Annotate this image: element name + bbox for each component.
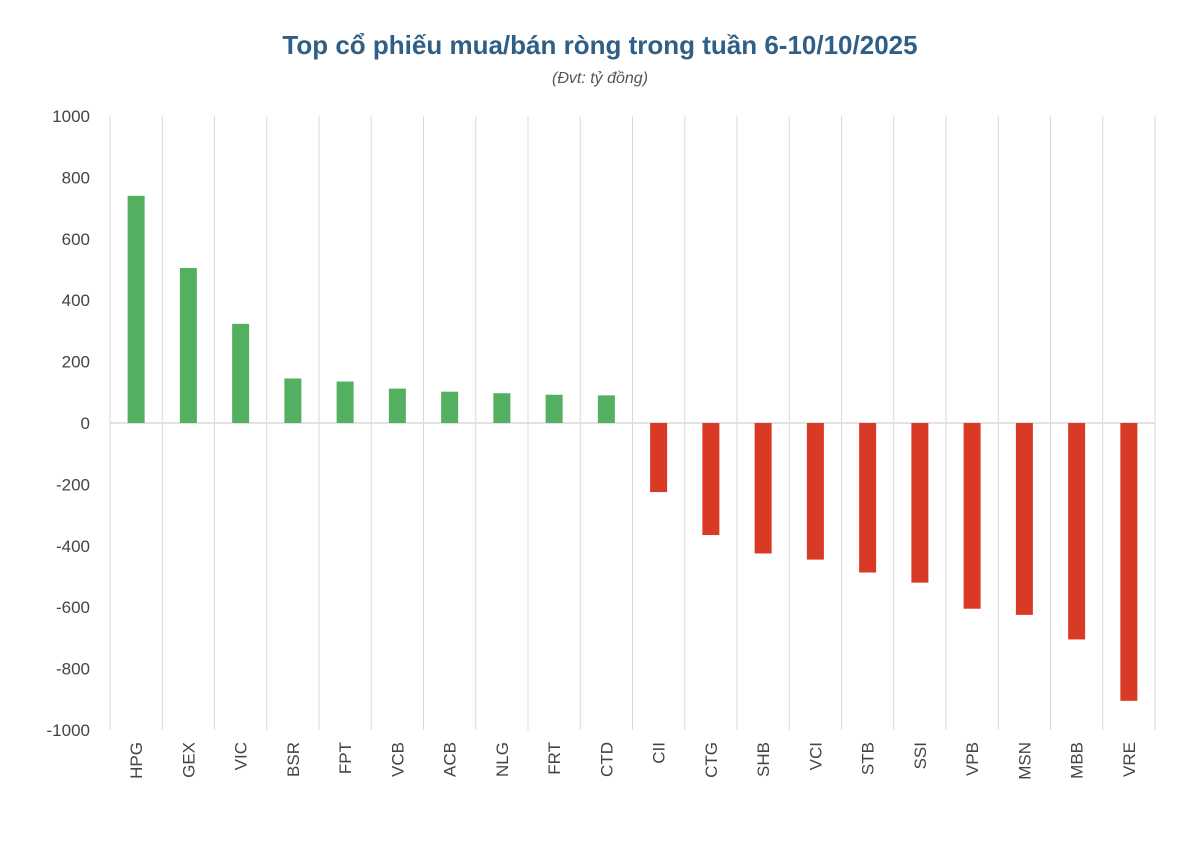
x-tick-label: GEX xyxy=(179,742,198,778)
x-tick-label: STB xyxy=(859,742,878,775)
bar-vre xyxy=(1120,423,1138,701)
y-tick-label: 0 xyxy=(81,414,90,433)
bar-mbb xyxy=(1068,423,1086,640)
bar-vci xyxy=(806,423,824,560)
y-tick-label: 800 xyxy=(62,168,90,187)
x-tick-label: VIC xyxy=(232,742,251,770)
y-tick-label: -1000 xyxy=(47,721,90,740)
bar-vcb xyxy=(388,388,406,423)
x-tick-label: VCI xyxy=(806,742,825,770)
y-tick-label: 400 xyxy=(62,291,90,310)
bar-cii xyxy=(650,423,668,493)
x-tick-label: SHB xyxy=(754,742,773,777)
x-tick-label: NLG xyxy=(493,742,512,777)
grid-lines xyxy=(109,116,1156,730)
bar-acb xyxy=(441,391,459,423)
y-tick-label: -800 xyxy=(56,660,90,679)
y-tick-label: 200 xyxy=(62,353,90,372)
x-tick-label: HPG xyxy=(127,742,146,779)
y-tick-label: 1000 xyxy=(52,107,90,126)
x-axis: HPG GEX VIC BSR FPT VCB ACB NLG FRT CTD CII CTG SHB V… xyxy=(127,742,1139,780)
bar-vic xyxy=(232,323,250,423)
x-tick-label: VCB xyxy=(388,742,407,777)
bar-msn xyxy=(1015,423,1033,615)
x-tick-label: MBB xyxy=(1068,742,1087,779)
chart-subtitle: (Đvt: tỷ đồng) xyxy=(551,70,649,87)
x-tick-label: VRE xyxy=(1120,742,1139,777)
bar-hpg xyxy=(127,195,145,423)
x-tick-label: SSI xyxy=(911,742,930,769)
x-tick-label: CTG xyxy=(702,742,721,778)
x-tick-label: CTD xyxy=(597,742,616,777)
y-tick-label: -200 xyxy=(56,475,90,494)
x-tick-label: ACB xyxy=(441,742,460,777)
bar-series xyxy=(127,195,1138,701)
bar-fpt xyxy=(336,381,354,423)
bar-stb xyxy=(859,423,877,573)
y-axis: 1000 800 600 400 200 0 -200 -400 -600 -800 -1000 xyxy=(47,107,90,740)
x-tick-label: FPT xyxy=(336,742,355,774)
bar-frt xyxy=(545,394,563,423)
bar-ctg xyxy=(702,423,720,536)
x-tick-label: BSR xyxy=(284,742,303,777)
x-tick-label: VPB xyxy=(963,742,982,776)
bar-vpb xyxy=(963,423,981,609)
bar-ctd xyxy=(597,395,615,423)
bar-gex xyxy=(179,267,197,423)
bar-ssi xyxy=(911,423,929,583)
y-tick-label: -600 xyxy=(56,598,90,617)
x-tick-label: FRT xyxy=(545,742,564,775)
y-tick-label: -400 xyxy=(56,537,90,556)
x-tick-label: CII xyxy=(650,742,669,764)
chart-title: Top cổ phiếu mua/bán ròng trong tuần 6-1… xyxy=(282,30,918,60)
y-tick-label: 600 xyxy=(62,230,90,249)
bar-shb xyxy=(754,423,772,554)
bar-bsr xyxy=(284,378,302,423)
bar-nlg xyxy=(493,393,511,423)
x-tick-label: MSN xyxy=(1015,742,1034,780)
